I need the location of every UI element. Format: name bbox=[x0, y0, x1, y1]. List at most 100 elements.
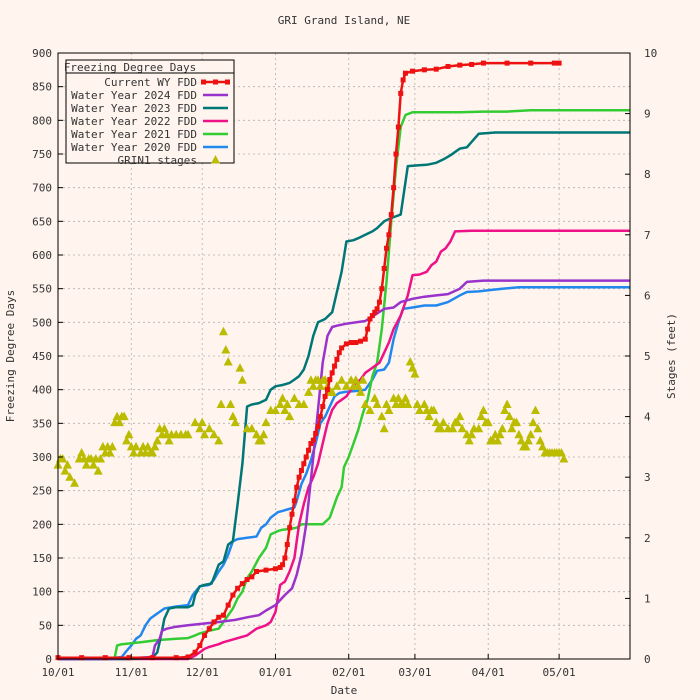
stage-marker bbox=[327, 387, 337, 396]
fdd-marker bbox=[301, 461, 307, 467]
stage-marker bbox=[315, 381, 325, 390]
x-tick-label: 11/01 bbox=[115, 666, 148, 679]
fdd-marker bbox=[480, 60, 486, 66]
stage-marker bbox=[197, 417, 207, 427]
y-tick-label: 500 bbox=[32, 316, 52, 329]
fdd-marker bbox=[211, 619, 217, 625]
stage-marker bbox=[221, 344, 231, 354]
fdd-marker bbox=[391, 185, 397, 191]
fdd-marker bbox=[197, 643, 203, 649]
y-tick-label: 850 bbox=[32, 81, 52, 94]
y-tick-label: 600 bbox=[32, 249, 52, 262]
fdd-marker bbox=[79, 655, 85, 661]
stage-marker bbox=[209, 429, 219, 439]
series-grin1-stages bbox=[53, 326, 569, 487]
stage-marker bbox=[332, 381, 342, 390]
stage-marker bbox=[122, 435, 132, 445]
series-water-year-2020-fdd bbox=[58, 286, 630, 661]
stage-marker bbox=[285, 411, 295, 421]
stage-marker bbox=[528, 417, 538, 427]
fdd-marker bbox=[150, 655, 156, 661]
series-line bbox=[58, 229, 630, 661]
fdd-marker bbox=[332, 363, 338, 369]
fdd-marker bbox=[398, 90, 404, 96]
x-tick-label: 03/01 bbox=[398, 666, 431, 679]
fdd-marker bbox=[353, 340, 359, 346]
stage-marker bbox=[150, 441, 160, 451]
fdd-marker bbox=[362, 336, 368, 342]
stage-marker bbox=[164, 435, 174, 445]
fdd-marker bbox=[126, 655, 132, 661]
fdd-marker bbox=[315, 424, 321, 430]
stage-marker bbox=[360, 399, 370, 408]
stage-marker bbox=[502, 399, 512, 408]
stage-marker bbox=[88, 460, 98, 469]
fdd-marker bbox=[225, 602, 231, 608]
fdd-marker bbox=[287, 525, 293, 531]
stage-marker bbox=[200, 429, 210, 439]
fdd-marker bbox=[528, 60, 534, 66]
stage-marker bbox=[523, 435, 533, 445]
fdd-marker bbox=[469, 61, 475, 67]
x-tick-label: 02/01 bbox=[332, 666, 365, 679]
fdd-marker bbox=[173, 655, 179, 661]
fdd-marker bbox=[298, 467, 304, 473]
fdd-marker bbox=[421, 67, 427, 73]
fdd-marker bbox=[220, 612, 226, 618]
fdd-marker bbox=[280, 562, 286, 568]
stage-marker bbox=[226, 399, 236, 408]
series-water-year-2021-fdd bbox=[58, 108, 630, 661]
stage-marker bbox=[299, 399, 309, 408]
fdd-marker bbox=[381, 265, 387, 271]
y2-tick-label: 8 bbox=[644, 168, 651, 181]
fdd-marker bbox=[320, 404, 326, 409]
fdd-marker bbox=[327, 377, 333, 383]
fdd-marker bbox=[374, 306, 380, 312]
stage-marker bbox=[483, 417, 493, 427]
stage-marker bbox=[372, 399, 382, 408]
stage-marker bbox=[256, 435, 266, 445]
y2-tick-label: 7 bbox=[644, 229, 651, 242]
stage-marker bbox=[365, 405, 375, 415]
stage-marker bbox=[58, 454, 68, 463]
stage-marker bbox=[476, 411, 486, 421]
fdd-marker bbox=[379, 286, 385, 292]
stage-marker bbox=[235, 363, 245, 372]
y-tick-label: 350 bbox=[32, 417, 52, 430]
x-tick-label: 04/01 bbox=[472, 666, 505, 679]
stage-marker bbox=[218, 326, 228, 336]
stage-marker bbox=[275, 399, 285, 408]
fdd-marker bbox=[445, 63, 451, 69]
y2-tick-label: 3 bbox=[644, 471, 651, 484]
fdd-marker bbox=[367, 316, 373, 322]
y-tick-label: 900 bbox=[32, 47, 52, 60]
series-water-year-2022-fdd bbox=[58, 229, 630, 661]
stage-marker bbox=[129, 447, 139, 457]
fdd-marker bbox=[306, 447, 312, 453]
y-tick-label: 300 bbox=[32, 451, 52, 464]
fdd-marker bbox=[457, 62, 463, 68]
series-line bbox=[58, 131, 630, 661]
fdd-marker bbox=[384, 245, 390, 251]
fdd-marker bbox=[358, 338, 364, 344]
fdd-marker bbox=[339, 345, 345, 351]
stage-marker bbox=[452, 417, 462, 427]
fdd-marker bbox=[388, 212, 394, 218]
stage-marker bbox=[304, 387, 314, 396]
stage-marker bbox=[356, 387, 366, 396]
fdd-marker bbox=[254, 568, 260, 574]
legend-swatch-marker bbox=[201, 79, 206, 85]
fdd-marker bbox=[310, 437, 316, 443]
fdd-marker bbox=[206, 626, 212, 632]
stage-marker bbox=[261, 417, 271, 427]
x-tick-label: 01/01 bbox=[259, 666, 292, 679]
fdd-marker bbox=[303, 454, 309, 460]
stage-marker bbox=[559, 454, 569, 463]
stage-marker bbox=[148, 447, 158, 457]
stage-marker bbox=[424, 411, 434, 421]
x-tick-label: 12/01 bbox=[186, 666, 219, 679]
fdd-marker bbox=[284, 542, 290, 548]
y2-tick-label: 10 bbox=[644, 47, 657, 60]
legend-title: Freezing Degree Days bbox=[64, 61, 196, 74]
stage-marker bbox=[278, 393, 288, 402]
